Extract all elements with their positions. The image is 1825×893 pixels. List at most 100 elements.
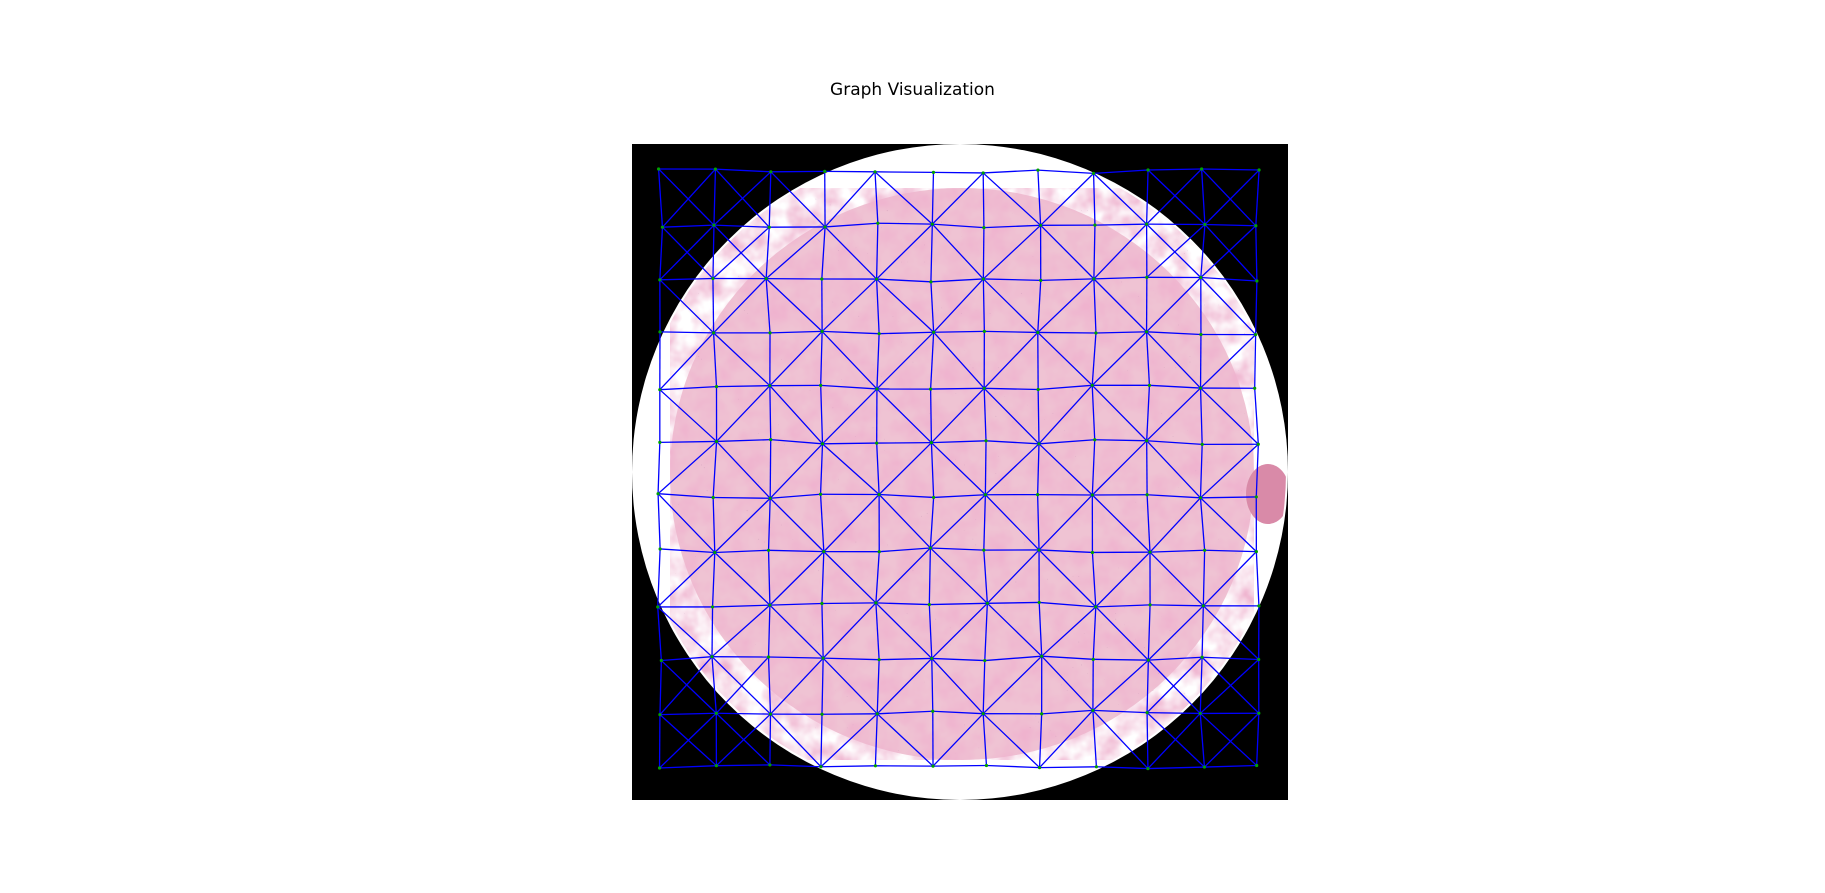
graph-node — [820, 329, 824, 334]
graph-nodes — [656, 167, 1261, 771]
graph-node — [1094, 765, 1098, 769]
graph-edge — [931, 172, 935, 225]
graph-edge — [659, 389, 717, 442]
graph-edge — [874, 713, 878, 766]
graph-edge — [875, 223, 879, 280]
graph-node — [820, 442, 825, 446]
graph-node — [982, 548, 986, 552]
graph-edge — [1255, 169, 1260, 226]
graph-edge — [713, 278, 767, 334]
graph-node — [1145, 711, 1149, 715]
graph-edge — [1094, 439, 1147, 442]
graph-edge — [983, 550, 988, 604]
graph-edge — [659, 331, 714, 334]
graph-edge — [1092, 710, 1098, 767]
graph-node — [1093, 438, 1097, 442]
graph-edge — [769, 385, 823, 445]
graph-edge — [1037, 331, 1093, 386]
graph-node — [1093, 223, 1097, 227]
graph-edge — [929, 547, 988, 604]
graph-edge — [715, 656, 770, 714]
graph-edge — [660, 548, 715, 554]
graph-node — [1257, 711, 1261, 715]
graph-edge — [1199, 388, 1203, 445]
graph-edge — [1039, 549, 1093, 554]
graph-edge — [931, 223, 984, 280]
graph-node — [714, 711, 718, 715]
graph-edge — [1036, 494, 1040, 550]
graph-node — [984, 439, 988, 443]
graph-edge — [1147, 711, 1201, 715]
graph-edge — [659, 332, 715, 391]
graph-node — [710, 605, 715, 609]
graph-node — [1145, 275, 1149, 279]
graph-edge — [1199, 444, 1203, 498]
graph-edge — [1038, 439, 1095, 445]
graph-edge — [930, 224, 933, 282]
graph-edge — [657, 168, 664, 228]
graph-node — [768, 603, 772, 607]
graph-node — [822, 550, 826, 554]
graph-node — [710, 655, 714, 659]
graph-edge — [1200, 224, 1206, 278]
graph-edge — [1146, 168, 1203, 225]
graph-edge — [712, 332, 718, 387]
graph-node — [656, 605, 660, 609]
graph-edge — [1093, 172, 1148, 225]
graph-edge — [1037, 170, 1042, 226]
graph-edge — [875, 171, 934, 174]
graph-edge — [984, 494, 1040, 551]
graph-node — [1255, 279, 1259, 283]
graph-edge — [1095, 551, 1151, 608]
graph-node — [1036, 330, 1040, 335]
graph-edge — [765, 278, 771, 333]
graph-edge — [931, 657, 984, 715]
graph-node — [659, 658, 663, 663]
graph-edge — [1040, 172, 1095, 226]
graph-node — [1040, 712, 1044, 716]
graph-edge — [769, 604, 824, 659]
graph-node — [1091, 171, 1096, 175]
graph-node — [1147, 383, 1152, 387]
graph-edge — [1200, 387, 1259, 445]
graph-edge — [823, 494, 880, 553]
graph-node — [1038, 223, 1043, 227]
graph-edge — [1038, 384, 1093, 445]
graph-edge — [1038, 443, 1093, 496]
graph-node — [714, 385, 719, 389]
graph-edge — [712, 604, 770, 608]
graph-edge — [1091, 440, 1148, 496]
graph-edge — [878, 494, 931, 549]
graph-node — [823, 169, 827, 173]
graph-edge — [768, 656, 824, 659]
graph-edge — [875, 602, 933, 659]
graph-edge — [877, 222, 933, 225]
graph-edge — [930, 281, 935, 333]
graph-edge — [1255, 225, 1258, 282]
graph-node — [1144, 330, 1149, 334]
graph-node — [1040, 654, 1044, 658]
graph-edge — [1093, 223, 1148, 280]
graph-node — [1256, 442, 1260, 446]
graph-edge — [1146, 387, 1202, 442]
graph-edge — [711, 604, 771, 658]
graph-node — [714, 439, 719, 444]
graph-edge — [1095, 604, 1151, 608]
graph-edge — [716, 385, 771, 442]
graph-edge — [931, 657, 985, 662]
graph-node — [930, 222, 934, 226]
graph-edge — [712, 441, 718, 498]
graph-node — [875, 441, 879, 445]
graph-node — [875, 712, 879, 716]
graph-node — [1255, 763, 1259, 768]
graph-edge — [982, 278, 985, 332]
graph-edge — [1096, 766, 1148, 770]
graph-edge — [822, 443, 880, 495]
graph-edge — [1146, 277, 1202, 333]
graph-edge — [932, 713, 984, 767]
graph-node — [874, 601, 878, 605]
graph-edge — [765, 226, 826, 280]
graph-edge — [769, 497, 825, 553]
graph-node — [873, 764, 878, 768]
graph-edge — [1038, 494, 1093, 551]
